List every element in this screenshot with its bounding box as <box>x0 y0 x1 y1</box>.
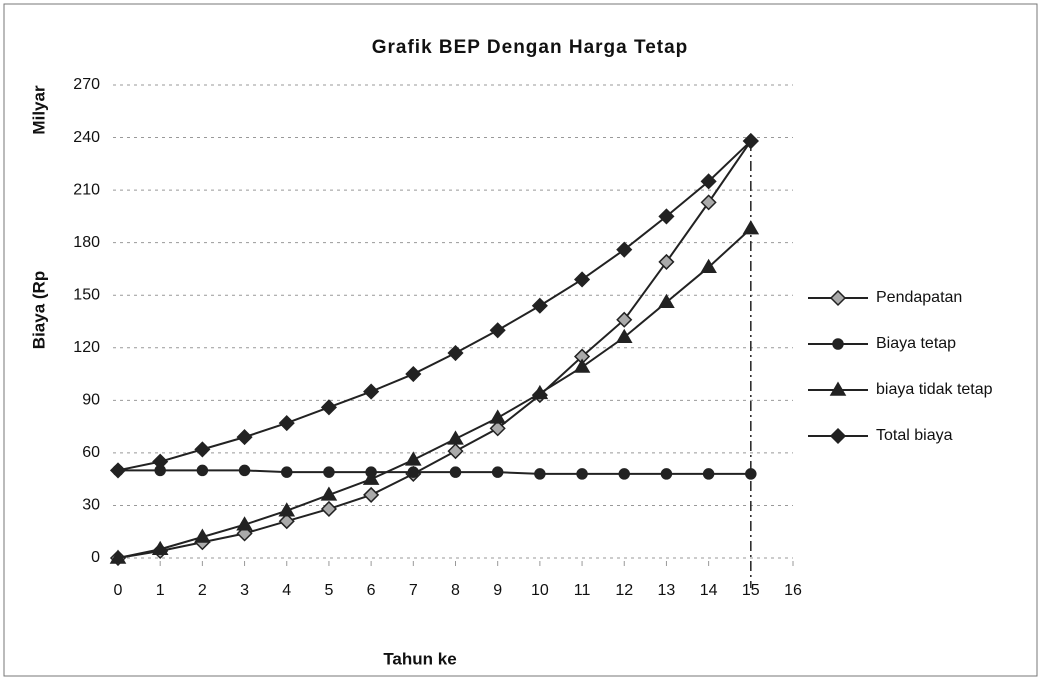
legend-marker <box>829 289 847 307</box>
marker <box>700 258 717 273</box>
marker <box>489 409 506 424</box>
series-line <box>118 469 751 475</box>
x-tick-label: 4 <box>282 582 291 599</box>
marker <box>745 468 757 480</box>
marker <box>658 253 675 270</box>
marker <box>447 430 464 445</box>
marker <box>574 271 591 288</box>
marker <box>109 462 127 479</box>
marker <box>320 500 337 518</box>
y-tick-label: 30 <box>82 497 100 514</box>
legend-label: Total biaya <box>876 427 953 444</box>
y-axis-unit: Milyar <box>29 85 48 135</box>
marker <box>447 443 464 460</box>
x-tick-label: 10 <box>531 582 549 599</box>
marker <box>278 415 295 432</box>
marker <box>196 464 209 477</box>
marker <box>320 399 337 416</box>
marker <box>449 466 462 478</box>
series-line <box>117 140 752 472</box>
legend-marker <box>832 338 844 350</box>
chart-title: Grafik BEP Dengan Harga Tetap <box>372 37 689 58</box>
marker <box>320 486 338 501</box>
marker <box>573 358 591 373</box>
x-tick-label: 6 <box>367 582 376 599</box>
marker <box>700 194 717 211</box>
y-tick-label: 270 <box>73 76 100 93</box>
marker <box>576 468 588 480</box>
marker <box>742 132 759 150</box>
x-tick-label: 3 <box>240 582 249 599</box>
marker <box>109 549 127 564</box>
marker <box>152 453 169 470</box>
marker <box>534 468 546 480</box>
legend-label: Biaya tetap <box>876 335 956 352</box>
series-line <box>117 140 752 559</box>
marker <box>407 466 420 478</box>
marker <box>618 468 630 480</box>
marker <box>531 297 548 314</box>
marker <box>531 384 549 400</box>
y-tick-label: 90 <box>82 392 100 409</box>
marker <box>278 513 295 530</box>
legend-label: Pendapatan <box>876 289 962 306</box>
marker <box>489 420 506 437</box>
marker <box>658 208 675 225</box>
x-tick-label: 8 <box>451 582 460 599</box>
marker <box>702 468 715 480</box>
marker <box>363 486 380 503</box>
series-line <box>117 227 752 559</box>
x-tick-label: 12 <box>615 582 633 599</box>
y-axis-title: Biaya (Rp <box>29 271 48 349</box>
x-tick-label: 11 <box>574 582 591 599</box>
marker <box>323 466 335 478</box>
marker <box>489 322 506 339</box>
marker <box>616 241 633 258</box>
y-tick-label: 0 <box>91 549 100 566</box>
x-axis-title: Tahun ke <box>383 649 456 668</box>
marker <box>194 528 211 543</box>
marker <box>236 516 253 531</box>
x-tick-label: 9 <box>493 582 502 599</box>
y-tick-label: 240 <box>73 129 100 146</box>
x-tick-label: 14 <box>700 582 718 599</box>
x-tick-label: 7 <box>409 582 418 599</box>
x-tick-label: 2 <box>198 582 207 599</box>
y-tick-label: 150 <box>73 286 100 303</box>
x-tick-label: 0 <box>114 582 123 599</box>
marker <box>615 328 633 344</box>
marker <box>616 311 633 328</box>
marker <box>278 502 296 517</box>
x-tick-label: 15 <box>742 582 760 599</box>
marker <box>405 365 422 383</box>
marker <box>281 466 293 478</box>
y-tick-label: 120 <box>73 339 100 356</box>
marker <box>238 464 251 477</box>
marker <box>491 466 504 478</box>
marker <box>405 451 422 466</box>
marker <box>660 468 673 480</box>
y-tick-label: 210 <box>73 181 100 198</box>
x-tick-label: 16 <box>784 582 802 599</box>
marker <box>447 344 464 362</box>
legend-marker <box>829 427 847 445</box>
marker <box>363 383 380 400</box>
x-tick-label: 1 <box>156 582 165 599</box>
x-tick-label: 5 <box>324 582 333 599</box>
x-tick-label: 13 <box>658 582 676 599</box>
legend-label: biaya tidak tetap <box>876 381 993 398</box>
marker <box>742 220 760 235</box>
chart-border <box>3 3 1038 677</box>
marker <box>700 173 717 190</box>
marker <box>151 540 169 555</box>
marker <box>236 429 253 446</box>
marker <box>658 293 675 308</box>
y-tick-label: 180 <box>73 234 100 251</box>
marker <box>194 441 211 458</box>
legend-marker <box>829 381 847 396</box>
y-tick-label: 60 <box>82 444 100 461</box>
marker <box>362 470 380 485</box>
